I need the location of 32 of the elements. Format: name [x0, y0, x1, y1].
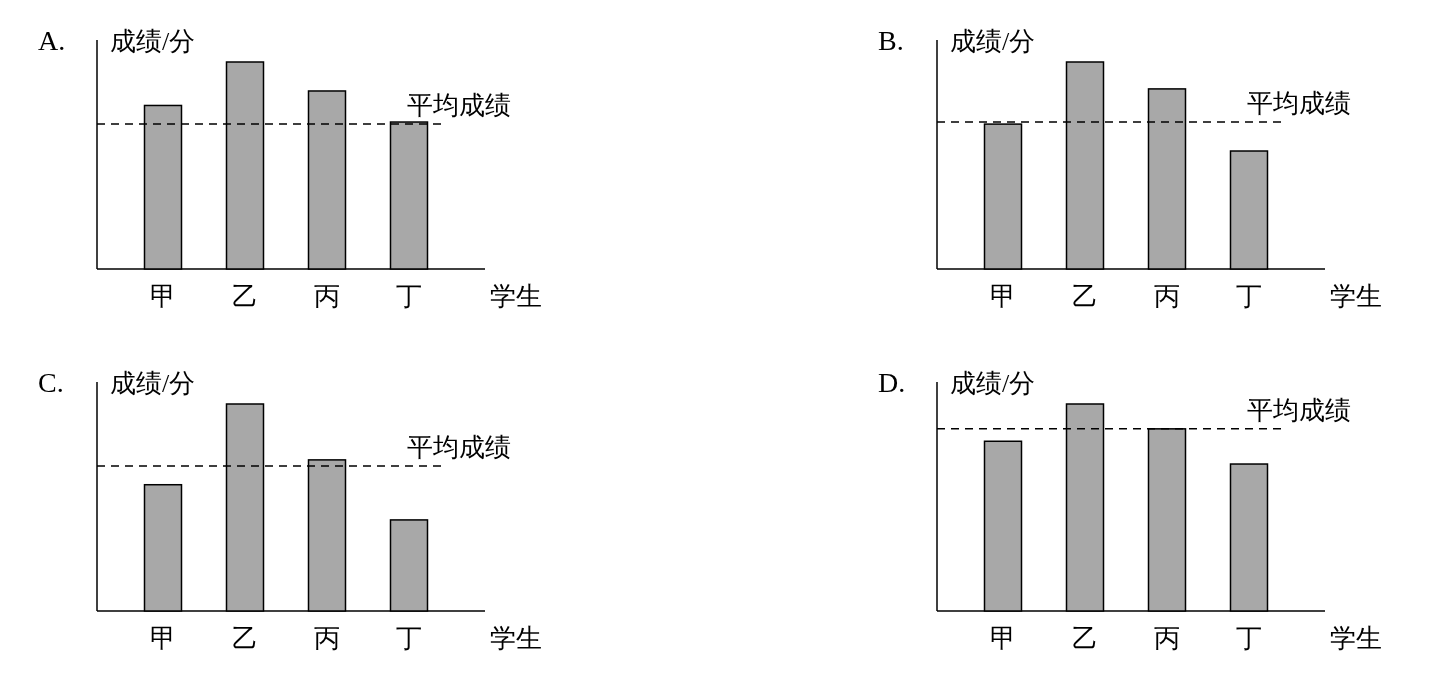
ref-line-label: 平均成绩 — [407, 433, 511, 463]
y-axis-title: 成绩/分 — [950, 27, 1036, 56]
x-tick-label: 甲 — [150, 624, 176, 653]
ref-line-label: 平均成绩 — [407, 91, 511, 121]
x-tick-label: 丙 — [314, 282, 340, 311]
x-tick-label: 丁 — [396, 282, 422, 311]
x-tick-label: 乙 — [1072, 282, 1098, 311]
y-axis-title: 成绩/分 — [110, 369, 196, 398]
chart-title: A. — [38, 25, 66, 56]
x-axis-title: 学生 — [1330, 624, 1382, 653]
x-tick-label: 丙 — [314, 624, 340, 653]
y-axis-title: 成绩/分 — [110, 27, 196, 56]
x-tick-label: 乙 — [1072, 624, 1098, 653]
y-axis-title: 成绩/分 — [950, 369, 1036, 398]
x-tick-label: 乙 — [232, 282, 258, 311]
x-tick-label: 乙 — [232, 624, 258, 653]
chart-title: C. — [38, 367, 64, 398]
x-tick-label: 丁 — [1236, 624, 1262, 653]
ref-line-label: 平均成绩 — [1247, 89, 1351, 119]
x-axis-title: 学生 — [490, 624, 542, 653]
x-tick-label: 甲 — [990, 282, 1016, 311]
x-tick-label: 甲 — [150, 282, 176, 311]
chart-title: B. — [878, 25, 904, 56]
x-tick-label: 丁 — [1236, 282, 1262, 311]
chart-title: D. — [878, 367, 906, 398]
ref-line-label: 平均成绩 — [1247, 395, 1351, 425]
x-tick-label: 甲 — [990, 624, 1016, 653]
x-tick-label: 丙 — [1154, 624, 1180, 653]
x-axis-title: 学生 — [1330, 282, 1382, 311]
x-tick-label: 丁 — [396, 624, 422, 653]
x-tick-label: 丙 — [1154, 282, 1180, 311]
x-axis-title: 学生 — [490, 282, 542, 311]
